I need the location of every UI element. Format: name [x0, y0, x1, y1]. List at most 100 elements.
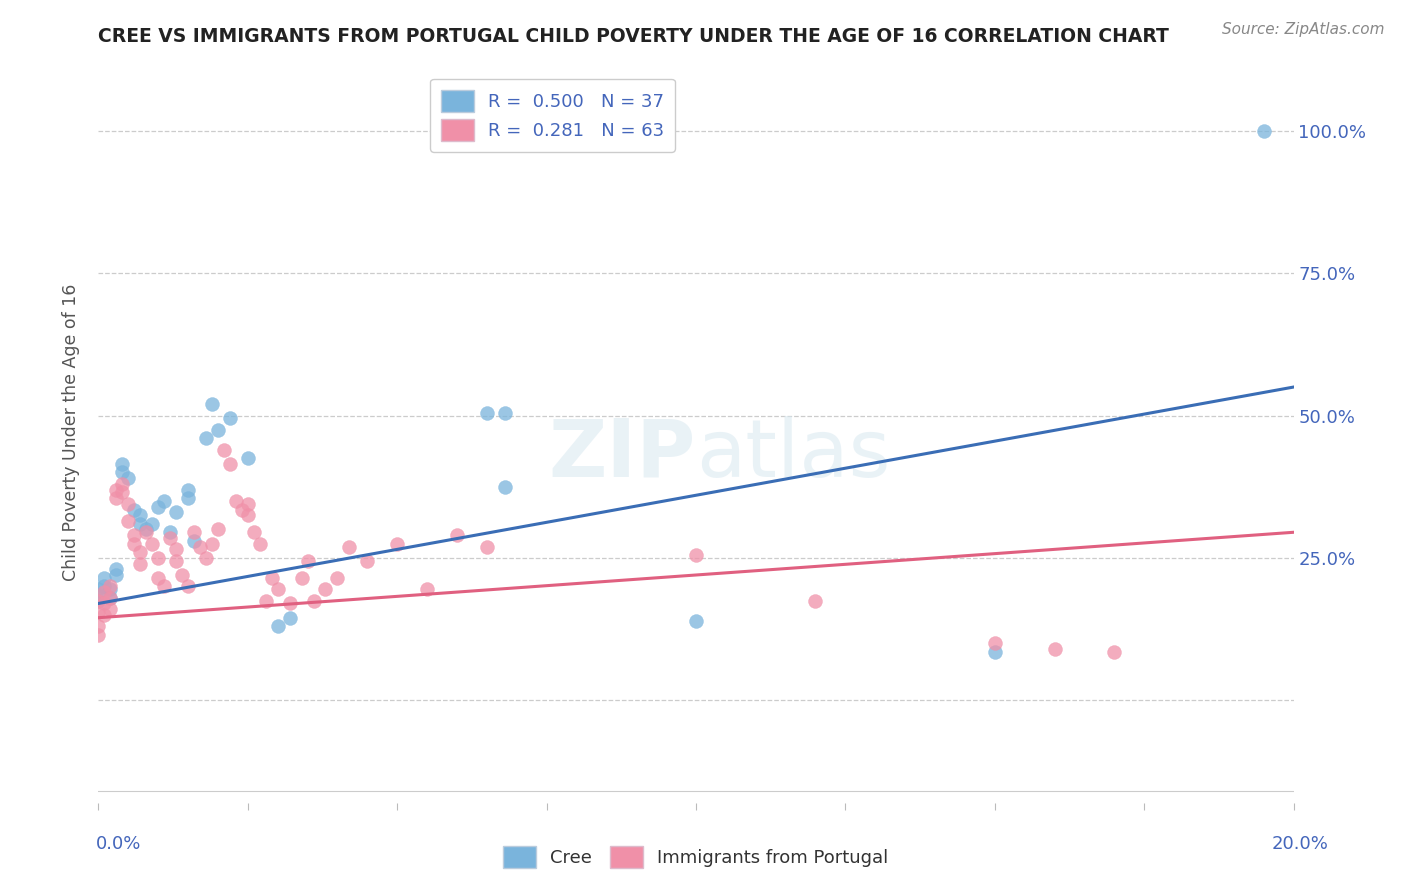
- Point: [129, 508, 152, 523]
- Point: [249, 536, 271, 550]
- Point: [105, 562, 128, 576]
- Point: [177, 579, 200, 593]
- Point: [475, 406, 498, 420]
- Y-axis label: Child Poverty Under the Age of 16: Child Poverty Under the Age of 16: [62, 284, 80, 582]
- Point: [159, 531, 181, 545]
- Point: [93, 597, 115, 611]
- Point: [254, 593, 277, 607]
- Point: [177, 483, 200, 497]
- Point: [267, 582, 290, 597]
- Point: [1043, 642, 1066, 657]
- Point: [129, 516, 152, 531]
- Text: Source: ZipAtlas.com: Source: ZipAtlas.com: [1222, 22, 1385, 37]
- Point: [195, 550, 218, 565]
- Point: [385, 536, 409, 550]
- Point: [278, 611, 301, 625]
- Point: [339, 540, 361, 554]
- Text: CREE VS IMMIGRANTS FROM PORTUGAL CHILD POVERTY UNDER THE AGE OF 16 CORRELATION C: CREE VS IMMIGRANTS FROM PORTUGAL CHILD P…: [98, 27, 1170, 45]
- Point: [148, 500, 170, 514]
- Point: [129, 545, 152, 559]
- Point: [236, 497, 259, 511]
- Point: [243, 525, 266, 540]
- Point: [111, 476, 134, 491]
- Point: [98, 591, 122, 605]
- Text: ZIP: ZIP: [548, 416, 696, 494]
- Point: [494, 480, 516, 494]
- Point: [117, 514, 139, 528]
- Point: [183, 525, 205, 540]
- Point: [236, 508, 259, 523]
- Point: [93, 607, 115, 622]
- Point: [93, 571, 115, 585]
- Point: [111, 466, 134, 480]
- Point: [153, 579, 176, 593]
- Point: [207, 523, 229, 537]
- Point: [153, 494, 176, 508]
- Point: [236, 451, 259, 466]
- Point: [105, 491, 128, 505]
- Point: [87, 582, 110, 597]
- Point: [117, 471, 139, 485]
- Point: [111, 485, 134, 500]
- Point: [302, 593, 325, 607]
- Point: [278, 597, 301, 611]
- Point: [260, 571, 283, 585]
- Point: [267, 619, 290, 633]
- Point: [291, 571, 314, 585]
- Point: [135, 525, 157, 540]
- Point: [165, 542, 187, 557]
- Point: [183, 533, 205, 548]
- Point: [494, 406, 516, 420]
- Point: [87, 588, 110, 602]
- Legend: Cree, Immigrants from Portugal: Cree, Immigrants from Portugal: [496, 838, 896, 875]
- Point: [219, 457, 242, 471]
- Point: [148, 550, 170, 565]
- Point: [105, 483, 128, 497]
- Text: atlas: atlas: [696, 416, 890, 494]
- Point: [685, 614, 707, 628]
- Point: [212, 442, 235, 457]
- Point: [297, 554, 319, 568]
- Point: [475, 540, 498, 554]
- Point: [98, 582, 122, 597]
- Point: [219, 411, 242, 425]
- Point: [98, 602, 122, 616]
- Point: [93, 585, 115, 599]
- Point: [1104, 645, 1126, 659]
- Point: [93, 579, 115, 593]
- Point: [105, 568, 128, 582]
- Point: [87, 628, 110, 642]
- Point: [165, 505, 187, 519]
- Point: [195, 431, 218, 445]
- Text: 20.0%: 20.0%: [1272, 835, 1329, 853]
- Point: [87, 593, 110, 607]
- Point: [135, 523, 157, 537]
- Point: [129, 557, 152, 571]
- Point: [124, 536, 146, 550]
- Point: [87, 593, 110, 607]
- Point: [326, 571, 349, 585]
- Point: [984, 636, 1007, 650]
- Point: [87, 619, 110, 633]
- Point: [141, 536, 163, 550]
- Point: [98, 579, 122, 593]
- Point: [984, 645, 1007, 659]
- Point: [188, 540, 211, 554]
- Point: [1253, 124, 1275, 138]
- Point: [98, 591, 122, 605]
- Point: [207, 423, 229, 437]
- Point: [124, 502, 146, 516]
- Point: [172, 568, 194, 582]
- Point: [148, 571, 170, 585]
- Point: [111, 457, 134, 471]
- Point: [117, 497, 139, 511]
- Point: [159, 525, 181, 540]
- Point: [225, 494, 247, 508]
- Point: [87, 605, 110, 619]
- Point: [201, 536, 224, 550]
- Point: [356, 554, 378, 568]
- Point: [315, 582, 337, 597]
- Point: [124, 528, 146, 542]
- Point: [231, 502, 253, 516]
- Point: [446, 528, 468, 542]
